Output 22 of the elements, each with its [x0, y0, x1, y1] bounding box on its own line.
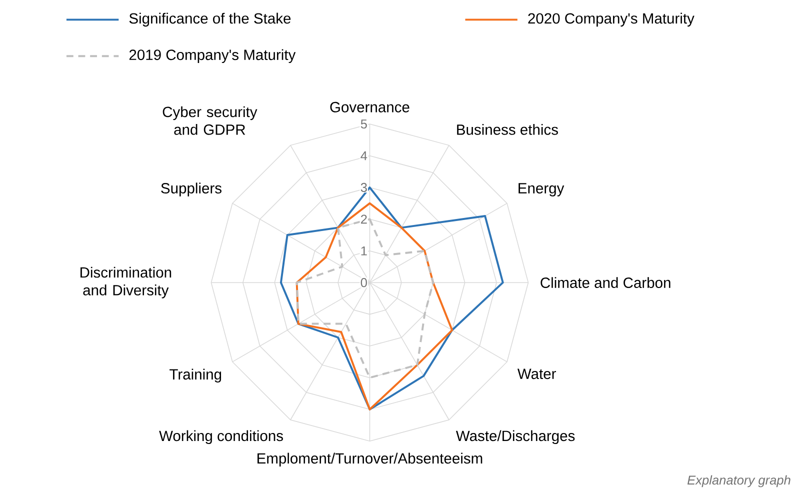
spoke-label: Waste/Discharges: [456, 430, 575, 444]
spoke-label: Discrimination and Diversity: [80, 266, 172, 298]
spoke-label: Water: [517, 368, 556, 379]
spoke-label: Training: [170, 368, 222, 382]
text: Explanatory graph: [687, 475, 790, 488]
y-tick-label: 0: [360, 278, 367, 287]
y-tick-label: 5: [360, 119, 367, 128]
spoke-label: Emploment/Turnover/Absenteeism: [258, 452, 482, 466]
spoke-label: Working conditions: [159, 430, 283, 444]
legend-label: 2019 Company's Maturity: [129, 49, 296, 63]
legend-label: Significance of the Stake: [129, 12, 291, 26]
spoke-label: Suppliers: [161, 182, 222, 196]
y-tick-label: 2: [360, 214, 367, 224]
y-tick-label: 3: [360, 182, 367, 192]
spoke-label: Cyber security and GDPR: [162, 106, 258, 135]
legend-label: 2020 Company's Maturity: [528, 12, 694, 26]
y-tick-label: 4: [360, 151, 368, 160]
spoke-label: Energy: [518, 183, 564, 196]
spoke-label: Climate and Carbon: [540, 277, 670, 288]
spoke-label: Business ethics: [457, 124, 558, 135]
y-tick-label: 1: [361, 246, 367, 256]
spoke-label: Governance: [330, 102, 410, 112]
